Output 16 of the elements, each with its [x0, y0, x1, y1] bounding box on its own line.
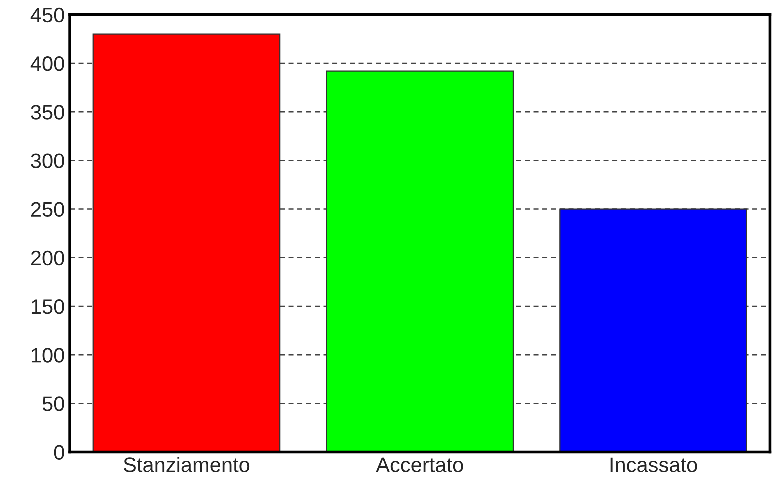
y-tick-label: 200	[31, 250, 64, 266]
y-tick-label: 400	[30, 56, 64, 72]
bar	[560, 208, 748, 452]
x-tick-label: Incassato	[610, 458, 698, 472]
x-tick-label: Stanziamento	[124, 457, 250, 472]
y-tick-label: 100	[32, 348, 64, 363]
y-tick-label: 150	[32, 299, 64, 314]
y-tick-label: 250	[31, 202, 64, 218]
y-tick-label: 50	[42, 396, 64, 412]
x-tick-label: Accertato	[376, 458, 464, 472]
bar	[92, 34, 281, 452]
y-tick-label: 0	[54, 445, 64, 460]
y-tick-label: 350	[31, 105, 64, 120]
y-tick-label: 300	[31, 154, 64, 168]
y-tick-label: 450	[30, 8, 64, 23]
bar	[326, 70, 514, 452]
